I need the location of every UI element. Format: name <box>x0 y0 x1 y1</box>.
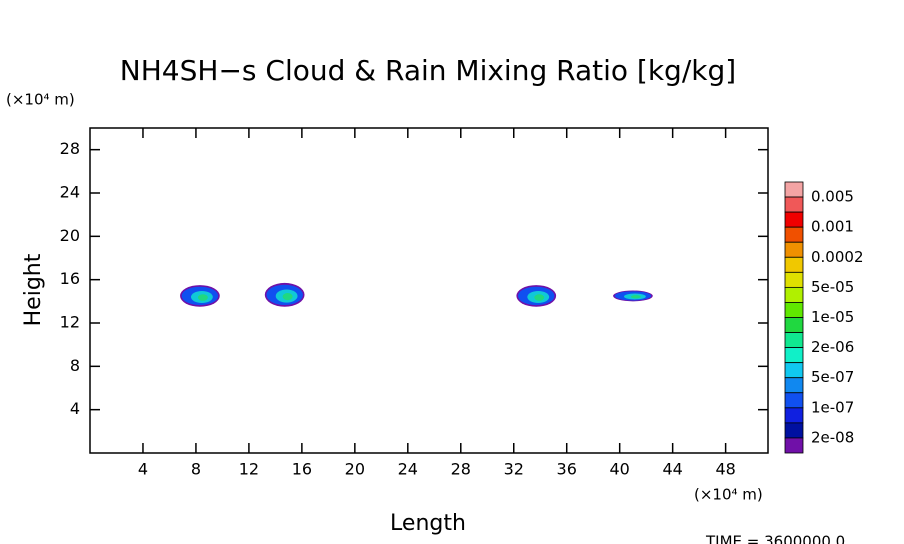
x-tick-label: 48 <box>715 460 735 479</box>
colorbar-box <box>784 317 804 333</box>
colorbar-box <box>784 407 804 424</box>
y-tick-label: 16 <box>60 269 80 288</box>
y-tick-label: 28 <box>60 139 80 158</box>
colorbar-box <box>784 271 804 288</box>
x-tick-label: 28 <box>451 460 471 479</box>
y-tick-label: 20 <box>60 226 80 245</box>
y-tick-label: 24 <box>60 183 80 202</box>
colorbar-label: 0.0002 <box>811 248 864 266</box>
cloud-core <box>534 294 545 301</box>
cloud-core <box>197 294 208 301</box>
plot-frame <box>89 127 769 454</box>
colorbar-box <box>784 347 804 364</box>
x-tick-label: 24 <box>398 460 418 479</box>
colorbar-box <box>784 211 804 228</box>
y-tick-label: 4 <box>70 399 80 418</box>
colorbar-box <box>784 256 804 273</box>
colorbar-box <box>784 392 804 409</box>
time-label: TIME = 3600000.0 <box>705 533 845 544</box>
x-tick-label: 4 <box>138 460 148 479</box>
colorbar-label: 2e-08 <box>811 428 854 446</box>
y-tick-label: 8 <box>70 356 80 375</box>
colorbar-label: 2e-06 <box>811 338 854 356</box>
colorbar-box <box>784 437 804 454</box>
colorbar-box <box>784 196 804 213</box>
x-axis-label: Length <box>390 511 466 536</box>
chart-title: NH4SH−s Cloud & Rain Mixing Ratio [kg/kg… <box>120 54 736 87</box>
colorbar-box <box>784 286 804 303</box>
colorbar-box <box>784 181 804 198</box>
colorbar-label: 1e-07 <box>811 398 854 416</box>
x-tick-label: 12 <box>239 460 259 479</box>
x-tick-label: 40 <box>610 460 630 479</box>
colorbar-box <box>784 332 804 349</box>
colorbar-box <box>784 302 804 318</box>
cloud-core <box>282 293 293 301</box>
cloud-core <box>630 295 641 299</box>
colorbar-box <box>784 226 804 243</box>
y-tick-label: 12 <box>60 313 80 332</box>
colorbar-label: 5e-05 <box>811 278 854 296</box>
colorbar-label: 0.005 <box>811 188 854 206</box>
colorbar-label: 5e-07 <box>811 368 854 386</box>
x-tick-label: 8 <box>191 460 201 479</box>
colorbar-box <box>784 362 804 379</box>
x-tick-label: 44 <box>662 460 682 479</box>
colorbar-label: 0.001 <box>811 218 854 236</box>
x-tick-label: 36 <box>557 460 577 479</box>
x-tick-label: 32 <box>504 460 524 479</box>
colorbar-box <box>784 241 804 258</box>
y-unit: (×10⁴ m) <box>6 91 75 109</box>
x-tick-label: 16 <box>292 460 312 479</box>
colorbar-box <box>784 422 804 439</box>
y-axis-label: Height <box>21 253 46 326</box>
x-tick-label: 20 <box>345 460 365 479</box>
colorbar-label: 1e-05 <box>811 308 854 326</box>
x-unit: (×10⁴ m) <box>694 486 763 504</box>
colorbar-box <box>784 377 804 394</box>
